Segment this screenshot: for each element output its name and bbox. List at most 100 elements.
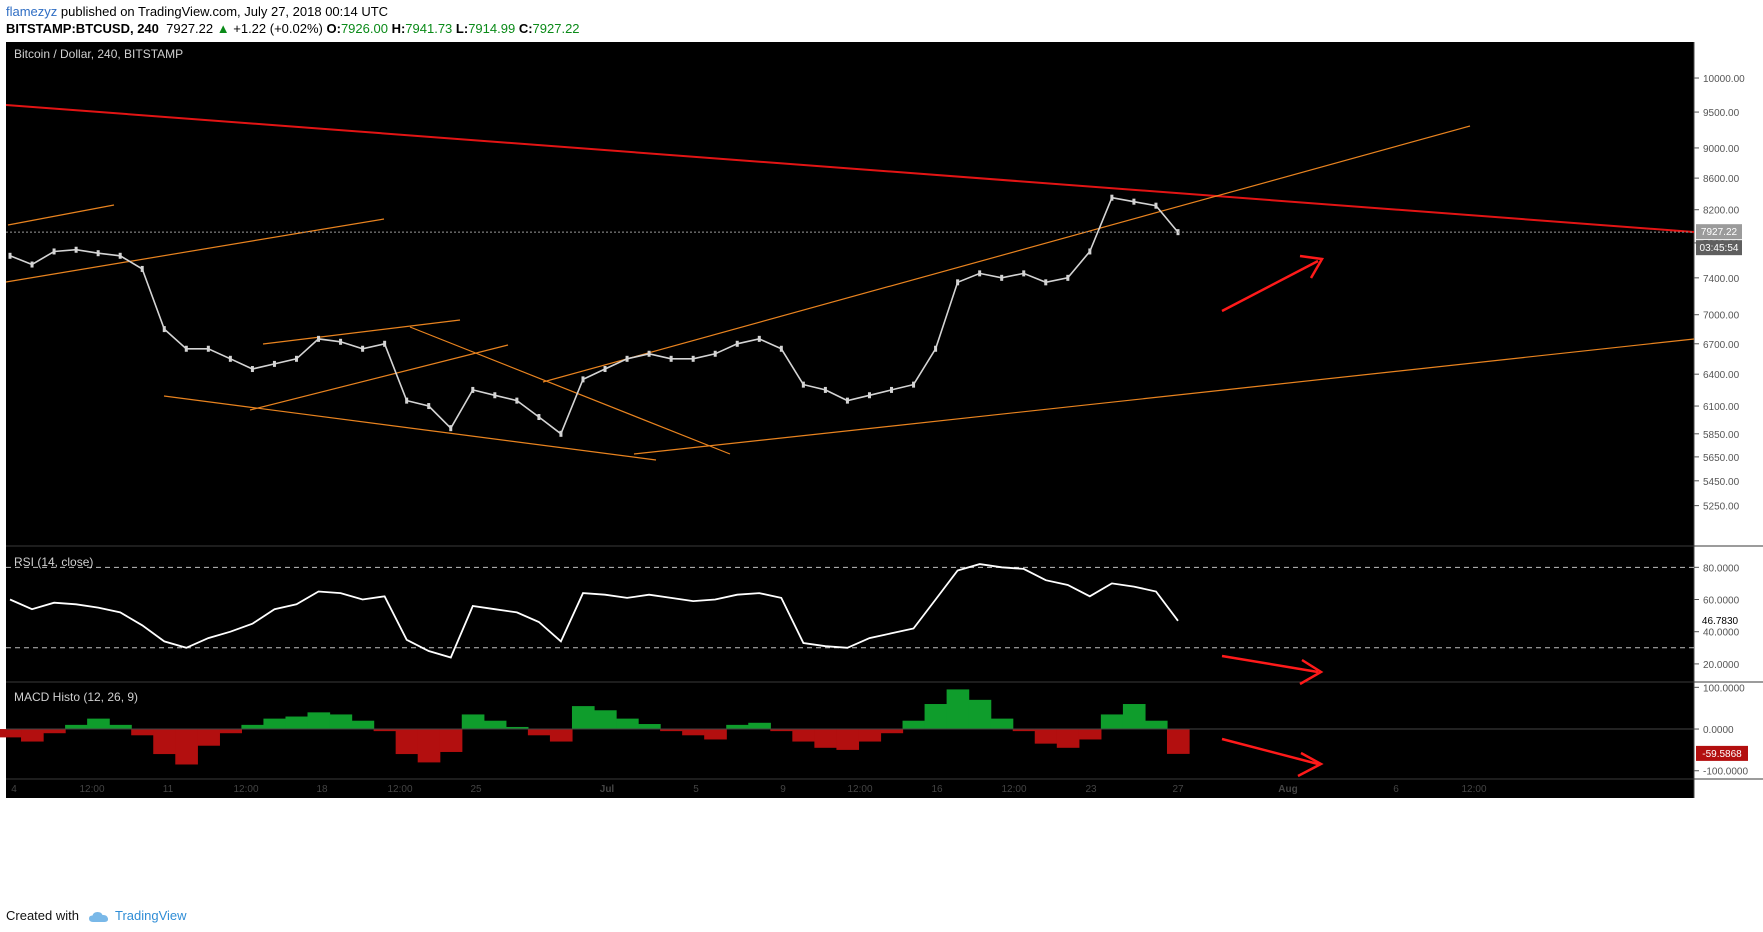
chart-canvas[interactable]: 10000.009500.009000.008600.008200.007800…: [0, 42, 1763, 900]
price-point[interactable]: [559, 430, 563, 437]
price-point[interactable]: [735, 340, 739, 347]
price-point[interactable]: [801, 381, 805, 388]
price-point[interactable]: [30, 261, 34, 268]
price-point[interactable]: [1154, 202, 1158, 209]
macd-histogram-bar[interactable]: [263, 718, 287, 730]
macd-histogram-bar[interactable]: [483, 720, 507, 730]
rsi-axis[interactable]: 80.0000 60.0000 40.0000 20.0000: [1694, 563, 1740, 671]
price-point[interactable]: [515, 397, 519, 404]
price-point[interactable]: [317, 335, 321, 342]
price-point[interactable]: [118, 252, 122, 259]
macd-histogram-bar[interactable]: [902, 720, 926, 730]
price-point[interactable]: [691, 355, 695, 362]
wedge-bottom-line[interactable]: [163, 395, 657, 461]
price-point[interactable]: [162, 326, 166, 333]
macd-histogram-bar[interactable]: [197, 729, 220, 746]
price-point[interactable]: [581, 376, 585, 383]
price-point[interactable]: [74, 246, 78, 253]
price-point[interactable]: [1066, 274, 1070, 281]
price-point[interactable]: [978, 270, 982, 277]
macd-histogram-bar[interactable]: [1166, 729, 1190, 754]
macd-histogram-bar[interactable]: [87, 718, 110, 730]
rising-channel-bottom-line[interactable]: [633, 338, 1695, 455]
price-point[interactable]: [1088, 248, 1092, 255]
macd-histogram-bar[interactable]: [1078, 729, 1102, 740]
macd-histogram-bar[interactable]: [1144, 720, 1168, 730]
price-point[interactable]: [1044, 279, 1048, 286]
macd-histogram-bar[interactable]: [968, 699, 992, 730]
price-point[interactable]: [912, 381, 916, 388]
macd-histogram-bar[interactable]: [858, 729, 882, 742]
macd-histogram-bar[interactable]: [682, 729, 705, 736]
price-point[interactable]: [867, 392, 871, 399]
macd-histogram-bar[interactable]: [0, 729, 22, 738]
macd-histogram-bar[interactable]: [439, 729, 463, 752]
macd-histogram-bar[interactable]: [836, 729, 860, 750]
price-point[interactable]: [449, 425, 453, 432]
rising-channel-top-line[interactable]: [542, 125, 1471, 383]
flag-bottom-line[interactable]: [249, 344, 509, 411]
macd-histogram-bar[interactable]: [594, 710, 617, 730]
macd-histogram-bar[interactable]: [131, 729, 154, 736]
price-point[interactable]: [52, 248, 56, 255]
macd-histogram-bar[interactable]: [65, 724, 88, 730]
price-point[interactable]: [1022, 270, 1026, 277]
price-line[interactable]: [9, 196, 1179, 436]
price-point[interactable]: [228, 355, 232, 362]
price-point[interactable]: [537, 414, 541, 421]
price-point[interactable]: [647, 350, 651, 357]
rsi-line[interactable]: [9, 563, 1179, 659]
price-point[interactable]: [140, 265, 144, 272]
macd-histogram-bar[interactable]: [770, 729, 793, 732]
trendlines[interactable]: [5, 104, 1695, 461]
price-point[interactable]: [383, 340, 387, 347]
macd-histogram-bar[interactable]: [351, 720, 375, 730]
tradingview-link[interactable]: TradingView: [115, 908, 187, 923]
rsi-pane[interactable]: [6, 563, 1694, 659]
macd-histogram-bar[interactable]: [660, 729, 683, 732]
price-point[interactable]: [250, 366, 254, 373]
macd-histogram-bar[interactable]: [990, 718, 1014, 730]
price-point[interactable]: [779, 345, 783, 352]
price-point[interactable]: [1132, 198, 1136, 205]
macd-histogram-bar[interactable]: [1122, 704, 1146, 730]
macd-histogram-bar[interactable]: [527, 729, 551, 736]
macd-histogram-bar[interactable]: [1034, 729, 1058, 744]
macd-histogram-bar[interactable]: [461, 714, 485, 730]
macd-histogram-bar[interactable]: [880, 729, 904, 734]
macd-histogram-bar[interactable]: [748, 722, 771, 730]
macd-axis[interactable]: 100.0000 0.0000 -100.0000: [1694, 683, 1748, 778]
macd-histogram-bar[interactable]: [571, 706, 595, 730]
price-point[interactable]: [823, 386, 827, 393]
price-point[interactable]: [471, 386, 475, 393]
macd-histogram-bar[interactable]: [792, 729, 815, 742]
price-point[interactable]: [934, 345, 938, 352]
macd-histogram-bar[interactable]: [373, 729, 397, 732]
macd-histogram-bar[interactable]: [219, 729, 242, 734]
price-point[interactable]: [427, 403, 431, 410]
macd-histogram-bar[interactable]: [1012, 729, 1036, 732]
price-point[interactable]: [625, 355, 629, 362]
macd-histogram-bar[interactable]: [704, 729, 727, 740]
macd-histogram-bar[interactable]: [814, 729, 838, 748]
flag-top-line[interactable]: [262, 319, 461, 345]
price-point[interactable]: [294, 355, 298, 362]
price-point[interactable]: [272, 360, 276, 367]
price-point[interactable]: [1000, 274, 1004, 281]
price-point[interactable]: [845, 397, 849, 404]
price-point[interactable]: [713, 350, 717, 357]
macd-histogram-bar[interactable]: [505, 726, 529, 730]
macd-histogram-bar[interactable]: [153, 729, 176, 755]
price-point[interactable]: [890, 386, 894, 393]
price-point[interactable]: [96, 250, 100, 257]
price-point[interactable]: [1110, 194, 1114, 201]
macd-histogram-bar[interactable]: [924, 704, 948, 730]
macd-histogram-bar[interactable]: [638, 724, 661, 730]
price-point[interactable]: [603, 366, 607, 373]
channel-top-line-1[interactable]: [7, 204, 115, 226]
main-resistance-trendline[interactable]: [5, 104, 1695, 233]
macd-histogram-bar[interactable]: [616, 718, 639, 730]
author-link[interactable]: flamezyz: [6, 4, 58, 19]
macd-pane[interactable]: [0, 689, 1694, 765]
price-point[interactable]: [8, 252, 12, 259]
